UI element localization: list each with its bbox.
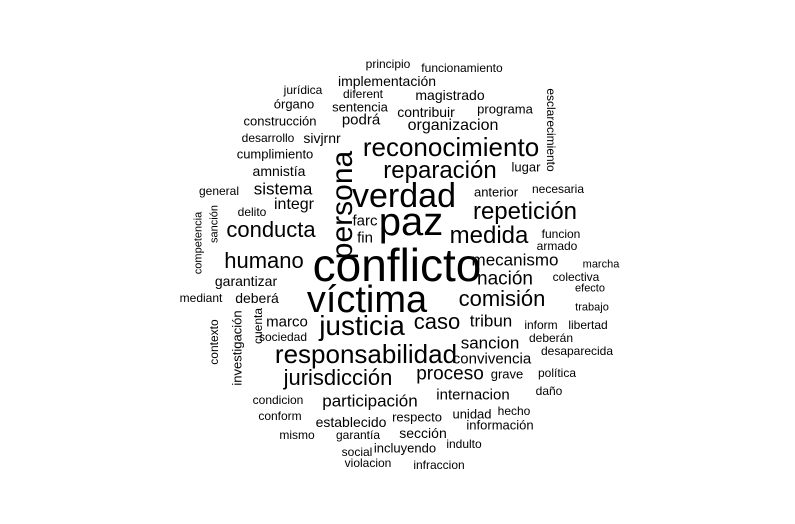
word: necesaria <box>531 182 585 196</box>
word: unidad <box>452 406 492 422</box>
word: amnistía <box>252 163 306 179</box>
word: implementación <box>337 73 437 89</box>
word: incluyendo <box>373 440 437 456</box>
word: garantía <box>335 428 381 442</box>
word: delito <box>237 205 267 219</box>
word: cumplimiento <box>236 146 314 162</box>
word: trabajo <box>575 301 609 314</box>
word: organizacion <box>407 117 499 134</box>
word: colectiva <box>552 270 600 284</box>
word: sección <box>399 425 447 441</box>
word: mismo <box>279 428 315 442</box>
word: deberá <box>235 290 279 306</box>
word: grave <box>490 366 524 382</box>
word: nación <box>477 268 533 290</box>
word: jurisdicción <box>283 365 393 390</box>
word: comisión <box>458 286 546 311</box>
word: construcción <box>243 113 317 129</box>
word: jurídica <box>283 83 323 97</box>
word: establecido <box>315 414 387 430</box>
word: principio <box>365 57 411 71</box>
word: general <box>198 184 240 198</box>
word: sivjrnr <box>303 130 341 146</box>
word: participación <box>322 391 418 411</box>
word: política <box>537 366 577 380</box>
word: responsabilidad <box>274 339 458 369</box>
word: inform <box>524 318 558 332</box>
word: fin <box>357 229 373 247</box>
word: sanción <box>208 205 221 243</box>
word: reconocimiento <box>362 132 540 162</box>
word: mediant <box>179 291 223 305</box>
word: condicion <box>252 393 304 407</box>
word: diferent <box>342 87 384 101</box>
word: repetición <box>472 198 578 225</box>
word: justicia <box>319 310 405 341</box>
word: verdad <box>352 177 456 215</box>
word: paz <box>378 200 444 244</box>
word: funcionamiento <box>421 61 503 75</box>
word: mecanismo <box>471 250 559 270</box>
word: programa <box>477 101 533 117</box>
word: social <box>341 445 373 459</box>
word: proceso <box>416 363 484 385</box>
word: hecho <box>497 404 531 418</box>
word: armado <box>536 239 578 253</box>
word: lugar <box>511 159 541 175</box>
word: efecto <box>575 282 605 295</box>
word: magistrado <box>415 87 485 103</box>
word: farc <box>352 212 378 230</box>
word: desaparecida <box>540 344 614 358</box>
word: funcion <box>541 227 581 241</box>
word: sancion <box>460 333 520 353</box>
word: cuenta <box>251 307 265 345</box>
word: caso <box>413 309 461 334</box>
word: tribun <box>469 311 513 331</box>
word: anterior <box>473 184 519 200</box>
word: investigación <box>229 310 245 386</box>
word: convivencia <box>452 350 532 368</box>
word: medida <box>449 222 529 249</box>
word: órgano <box>273 96 315 112</box>
word: conform <box>258 409 302 423</box>
word: víctima <box>306 279 428 321</box>
word: conducta <box>226 217 316 242</box>
word: daño <box>535 384 563 398</box>
word: indulto <box>446 437 482 451</box>
word: internacion <box>436 386 510 404</box>
word: infraccion <box>413 458 465 472</box>
word: integr <box>273 196 315 213</box>
word: reparación <box>383 157 497 184</box>
word: sistema <box>253 179 313 199</box>
word: esclarecimiento <box>544 88 558 172</box>
word: humano <box>224 248 304 273</box>
word: conflicto <box>312 239 482 291</box>
word: competencia <box>192 211 205 275</box>
word: desarrollo <box>241 131 295 145</box>
word: persona <box>326 150 359 260</box>
word: respecto <box>392 409 442 425</box>
word: contribuir <box>397 104 455 120</box>
word: garantizar <box>214 273 278 289</box>
word: sentencia <box>332 99 388 115</box>
word: contexto <box>207 319 221 365</box>
word: podrá <box>341 111 381 129</box>
word: violacion <box>344 456 392 470</box>
word: marcha <box>582 258 620 271</box>
word: marco <box>266 313 308 331</box>
word: libertad <box>568 318 608 332</box>
word: sociedad <box>258 330 308 344</box>
word: información <box>466 417 534 433</box>
word: deberán <box>528 331 574 345</box>
